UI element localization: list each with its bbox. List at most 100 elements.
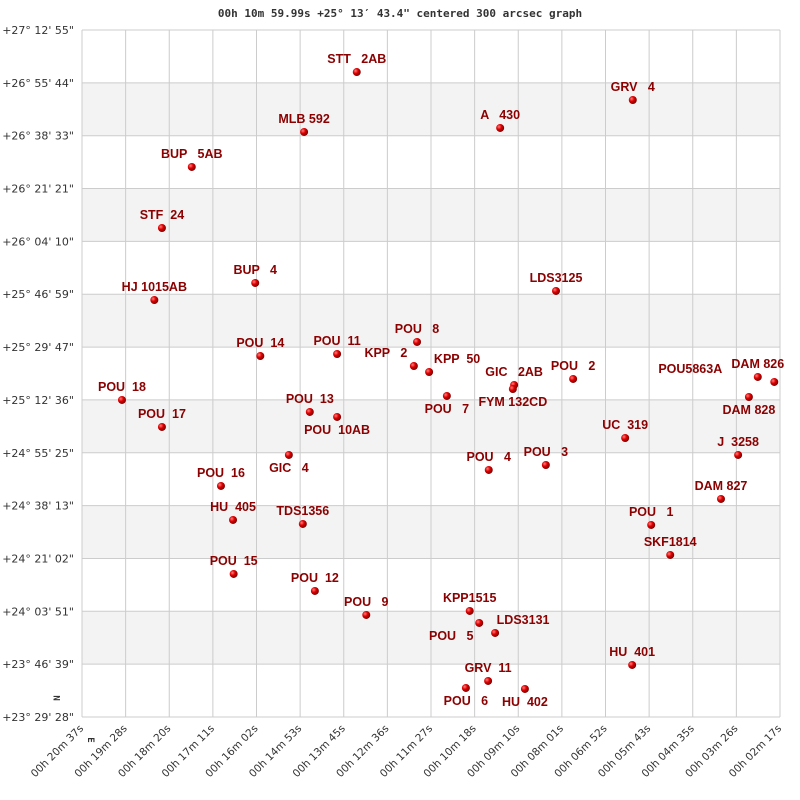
star-dot[interactable]	[621, 433, 630, 442]
grid-lines	[81, 29, 781, 718]
star-dot[interactable]	[362, 610, 371, 619]
star-dot[interactable]	[442, 391, 451, 400]
star-dot[interactable]	[300, 127, 309, 136]
y-tick-label: +24° 21' 02"	[2, 552, 74, 565]
star-dot[interactable]	[461, 683, 470, 692]
star-label: STF 24	[140, 208, 185, 222]
star-dot[interactable]	[310, 586, 319, 595]
star-dot[interactable]	[541, 460, 550, 469]
star-dot[interactable]	[484, 676, 493, 685]
star-dot[interactable]	[744, 392, 753, 401]
star-dot[interactable]	[229, 515, 238, 524]
y-tick-label: +24° 55' 25"	[2, 447, 74, 460]
y-tick-label: +23° 46' 39"	[2, 658, 74, 671]
star-label: A 430	[480, 108, 520, 122]
star-dot[interactable]	[496, 123, 505, 132]
star-label: STT 2AB	[327, 52, 386, 66]
star-label: J 3258	[717, 435, 759, 449]
star-label: POU 6	[444, 694, 489, 708]
star-label: HJ 1015AB	[122, 280, 187, 294]
star-label: POU 3	[524, 445, 569, 459]
star-dots	[117, 68, 779, 693]
star-dot[interactable]	[150, 295, 159, 304]
star-label: LDS3125	[530, 271, 583, 285]
star-label: GIC 4	[269, 461, 309, 475]
star-label: HU 401	[609, 645, 655, 659]
star-dot[interactable]	[647, 520, 656, 529]
star-label: POU 12	[291, 571, 339, 585]
star-dot[interactable]	[465, 606, 474, 615]
compass-north: N	[53, 695, 63, 700]
star-dot[interactable]	[187, 162, 196, 171]
star-label: BUP 4	[233, 263, 277, 277]
star-label: DAM 828	[723, 403, 776, 417]
star-dot[interactable]	[491, 628, 500, 637]
star-label: POU5863A	[658, 362, 722, 376]
star-dot[interactable]	[716, 494, 725, 503]
star-label: GIC 2AB	[485, 365, 543, 379]
star-dot[interactable]	[305, 407, 314, 416]
star-label: POU 11	[313, 334, 360, 348]
star-label: POU 8	[395, 322, 440, 336]
star-dot[interactable]	[117, 395, 126, 404]
star-label: POU 5	[429, 629, 474, 643]
star-dot[interactable]	[284, 450, 293, 459]
star-label: KPP 2	[364, 346, 407, 360]
star-label: POU 13	[286, 392, 334, 406]
star-label: GRV 11	[465, 661, 512, 675]
star-label: POU 16	[197, 466, 245, 480]
star-label: HU 402	[502, 695, 548, 709]
star-label: TDS1356	[276, 504, 329, 518]
star-dot[interactable]	[770, 377, 779, 386]
star-dot[interactable]	[508, 385, 517, 394]
star-dot[interactable]	[734, 450, 743, 459]
star-dot[interactable]	[251, 278, 260, 287]
star-dot[interactable]	[484, 465, 493, 474]
star-label: POU 1	[629, 505, 674, 519]
y-tick-label: +24° 03' 51"	[2, 605, 74, 618]
star-labels: STT 2AB GRV 4 MLB 592 A 430 BUP 5AB STF 24 BUP…	[98, 52, 784, 709]
star-label: KPP 50	[434, 352, 480, 366]
star-label: UC 319	[602, 418, 648, 432]
star-dot[interactable]	[333, 350, 342, 359]
star-dot[interactable]	[298, 519, 307, 528]
star-dot[interactable]	[520, 684, 529, 693]
star-dot[interactable]	[333, 412, 342, 421]
star-label: POU 14	[236, 336, 284, 350]
star-dot[interactable]	[628, 95, 637, 104]
star-label: POU 17	[138, 407, 186, 421]
star-dot[interactable]	[352, 68, 361, 77]
y-axis-labels: +27° 12' 55" +26° 55' 44" +26° 38' 33" +26°…	[2, 24, 74, 724]
y-tick-label: +26° 04' 10"	[2, 235, 74, 248]
star-label: BUP 5AB	[161, 147, 223, 161]
star-dot[interactable]	[475, 618, 484, 627]
star-dot[interactable]	[409, 361, 418, 370]
star-label: SKF1814	[644, 535, 697, 549]
star-label: POU 10AB	[304, 423, 370, 437]
star-dot[interactable]	[552, 286, 561, 295]
star-label: DAM 826	[731, 357, 784, 371]
star-dot[interactable]	[216, 481, 225, 490]
star-dot[interactable]	[157, 223, 166, 232]
star-label: POU 7	[425, 402, 470, 416]
star-label: GRV 4	[611, 80, 655, 94]
y-tick-label: +26° 55' 44"	[2, 77, 74, 90]
star-dot[interactable]	[425, 367, 434, 376]
y-tick-label: +25° 29' 47"	[2, 341, 74, 354]
star-dot[interactable]	[753, 372, 762, 381]
star-label: POU 9	[344, 595, 389, 609]
y-tick-label: +25° 46' 59"	[2, 288, 74, 301]
y-tick-label: +27° 12' 55"	[2, 24, 74, 37]
star-dot[interactable]	[569, 374, 578, 383]
star-dot[interactable]	[666, 550, 675, 559]
star-dot[interactable]	[413, 337, 422, 346]
star-dot[interactable]	[628, 660, 637, 669]
star-label: DAM 827	[695, 479, 748, 493]
star-dot[interactable]	[229, 569, 238, 578]
star-dot[interactable]	[157, 422, 166, 431]
star-label: POU 2	[551, 359, 596, 373]
star-dot[interactable]	[256, 352, 265, 361]
star-label: POU 18	[98, 380, 146, 394]
